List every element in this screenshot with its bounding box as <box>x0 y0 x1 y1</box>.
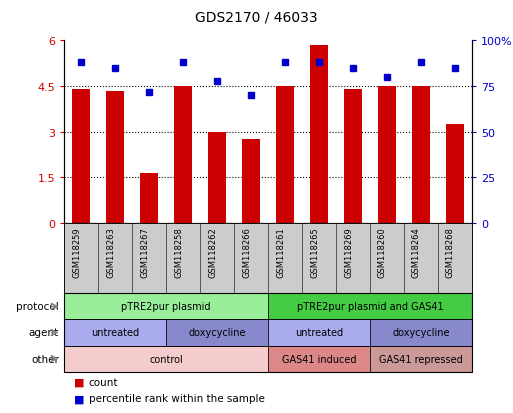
Text: GAS41 repressed: GAS41 repressed <box>379 354 463 364</box>
Bar <box>446 125 464 223</box>
Text: GSM118258: GSM118258 <box>174 227 183 278</box>
Text: GSM118259: GSM118259 <box>72 227 81 278</box>
Text: control: control <box>149 354 183 364</box>
Text: untreated: untreated <box>295 328 343 338</box>
Bar <box>208 132 226 223</box>
Text: ■: ■ <box>74 377 85 387</box>
Bar <box>310 46 328 223</box>
Text: pTRE2pur plasmid: pTRE2pur plasmid <box>122 301 211 312</box>
Text: ■: ■ <box>74 394 85 404</box>
Bar <box>72 90 90 223</box>
Text: GSM118266: GSM118266 <box>242 227 251 278</box>
Text: GAS41 induced: GAS41 induced <box>282 354 356 364</box>
Bar <box>140 173 159 223</box>
Bar <box>275 87 294 223</box>
Text: GSM118260: GSM118260 <box>378 227 387 278</box>
Text: GSM118265: GSM118265 <box>310 227 319 278</box>
Text: GSM118264: GSM118264 <box>412 227 421 278</box>
Text: GSM118262: GSM118262 <box>208 227 217 278</box>
Text: GSM118268: GSM118268 <box>446 227 455 278</box>
Bar <box>174 87 192 223</box>
Text: GSM118261: GSM118261 <box>276 227 285 278</box>
Text: other: other <box>31 354 59 364</box>
Bar <box>378 87 397 223</box>
Text: GSM118267: GSM118267 <box>140 227 149 278</box>
Bar <box>242 140 261 223</box>
Text: agent: agent <box>29 328 59 338</box>
Text: untreated: untreated <box>91 328 139 338</box>
Text: protocol: protocol <box>16 301 59 312</box>
Text: GSM118269: GSM118269 <box>344 227 353 278</box>
Text: percentile rank within the sample: percentile rank within the sample <box>89 394 265 404</box>
Text: doxycycline: doxycycline <box>188 328 246 338</box>
Bar <box>411 87 430 223</box>
Text: pTRE2pur plasmid and GAS41: pTRE2pur plasmid and GAS41 <box>297 301 443 312</box>
Bar <box>106 91 125 223</box>
Text: GDS2170 / 46033: GDS2170 / 46033 <box>195 10 318 24</box>
Text: count: count <box>89 377 119 387</box>
Text: doxycycline: doxycycline <box>392 328 450 338</box>
Bar <box>344 90 362 223</box>
Text: GSM118263: GSM118263 <box>106 227 115 278</box>
